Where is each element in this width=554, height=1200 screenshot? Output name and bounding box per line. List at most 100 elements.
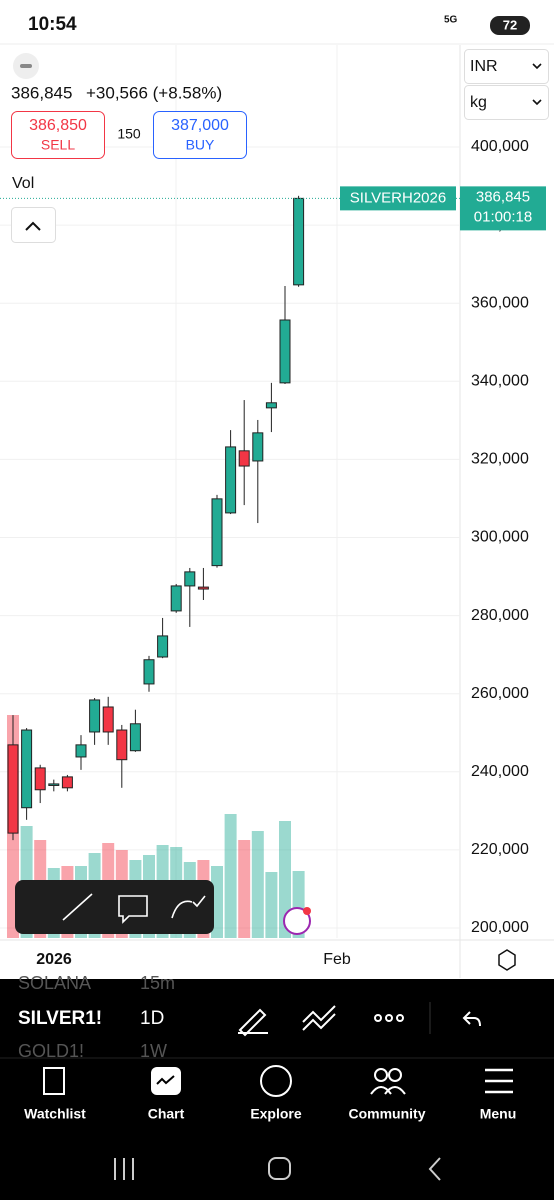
candle-body: [143, 659, 155, 685]
candle-body: [252, 432, 264, 462]
nav: Watchlist Chart Explore Community Menu: [24, 1106, 516, 1122]
x-label: Feb: [323, 951, 351, 968]
x-label: 2026: [36, 951, 72, 968]
menu-icon[interactable]: [485, 1068, 513, 1094]
candle-body: [197, 586, 209, 590]
line-tool[interactable]: [62, 893, 93, 921]
volume-bar: [265, 872, 278, 938]
currency-select[interactable]: [464, 49, 549, 84]
candle-body: [48, 783, 60, 786]
candle-body: [75, 744, 87, 758]
candle-body: [89, 699, 101, 733]
explore-icon[interactable]: [260, 1065, 292, 1097]
vol-label: Vol: [12, 175, 34, 192]
candle-body: [61, 776, 73, 789]
candle-body: [238, 450, 250, 467]
sys-home[interactable]: [268, 1157, 291, 1180]
symbol-tag-text: SILVERH2026: [350, 189, 446, 206]
time: 10:54: [28, 14, 77, 35]
nav-label[interactable]: Menu: [480, 1106, 517, 1122]
interval[interactable]: 1D: [140, 1008, 164, 1029]
y-tick-label: 300,000: [471, 529, 529, 546]
unit: kg: [470, 94, 487, 111]
candle-body: [279, 319, 291, 384]
sell-price: 386,850: [29, 117, 87, 134]
y-tick-label: 320,000: [471, 451, 529, 468]
collapse-icon: [20, 64, 32, 68]
unit-select[interactable]: [464, 85, 549, 120]
candle-body: [265, 402, 277, 409]
nav-label[interactable]: Explore: [250, 1106, 302, 1122]
symbol-tag: [340, 186, 456, 211]
flash-btn[interactable]: [283, 907, 311, 935]
symbol[interactable]: SOLANA: [18, 973, 91, 993]
candle-body: [34, 767, 46, 791]
spread: 150: [117, 126, 141, 142]
candle-body: [211, 498, 223, 567]
volume-bar: [224, 814, 237, 938]
bottom-panel: [0, 979, 554, 1200]
countdown: 01:00:18: [474, 208, 532, 225]
price-tag-text: 386,845: [476, 188, 530, 205]
sys-back[interactable]: [428, 1157, 441, 1181]
candle-body: [129, 723, 141, 752]
chevron: [25, 221, 41, 231]
indicator-icon[interactable]: [302, 1005, 336, 1031]
candle-body: [293, 197, 305, 286]
candle-body: [170, 585, 182, 612]
watchlist-icon[interactable]: [43, 1067, 65, 1095]
price-tag: [460, 186, 546, 231]
currency: INR: [470, 58, 498, 75]
chevron: [532, 99, 542, 106]
candle-body: [21, 729, 33, 809]
symbol[interactable]: SILVER1!: [18, 1008, 102, 1029]
interval[interactable]: 15m: [140, 973, 175, 993]
nav-label[interactable]: Chart: [148, 1106, 185, 1122]
expand-btn[interactable]: [11, 207, 56, 243]
candle-body: [184, 571, 196, 587]
y-tick-label: 400,000: [471, 138, 529, 155]
badge: [303, 907, 311, 915]
undo-icon[interactable]: [462, 1011, 481, 1027]
buy-btn[interactable]: [153, 111, 247, 159]
chart-glyph: [156, 1075, 175, 1085]
sell-btn[interactable]: [11, 111, 105, 159]
y-tick-label: 340,000: [471, 373, 529, 390]
candle-body: [7, 744, 19, 834]
change: +30,566 (+8.58%): [86, 83, 222, 102]
volume-bar: [279, 821, 291, 938]
chart-icon[interactable]: [151, 1067, 181, 1095]
battery-icon: [490, 16, 530, 35]
y-tick-label: 240,000: [471, 763, 529, 780]
y-tick-label: 260,000: [471, 685, 529, 702]
pencil-icon[interactable]: [238, 1008, 268, 1037]
settings-icon[interactable]: [498, 949, 516, 971]
y-tick-label: 220,000: [471, 841, 529, 858]
volume-bar: [238, 840, 251, 938]
chevron: [532, 63, 542, 70]
note-tool[interactable]: [118, 895, 148, 924]
battery: 72: [503, 17, 517, 32]
brush-tool[interactable]: [171, 895, 206, 919]
candle-body: [225, 446, 237, 514]
plot: 200,000 220,000 240,000 260,000 280,000 300,0…: [0, 138, 546, 938]
community-icon[interactable]: [370, 1068, 406, 1095]
sys-recent[interactable]: [114, 1158, 134, 1180]
symbol[interactable]: GOLD1!: [18, 1041, 84, 1061]
y-tick-label: 280,000: [471, 607, 529, 624]
interval[interactable]: 1W: [140, 1041, 167, 1061]
more-icon[interactable]: [374, 1014, 404, 1022]
buy-price: 387,000: [171, 117, 229, 134]
candle-body: [102, 706, 114, 733]
candle-body: [157, 635, 169, 658]
buy-label: BUY: [186, 137, 215, 153]
volume-bar: [251, 831, 264, 938]
network: 5G: [444, 15, 458, 26]
nav-label[interactable]: Community: [349, 1106, 426, 1122]
y-tick-label: 200,000: [471, 919, 529, 936]
candle-body: [116, 729, 128, 761]
draw-toolbar: [15, 880, 214, 934]
nav-label[interactable]: Watchlist: [24, 1106, 86, 1122]
